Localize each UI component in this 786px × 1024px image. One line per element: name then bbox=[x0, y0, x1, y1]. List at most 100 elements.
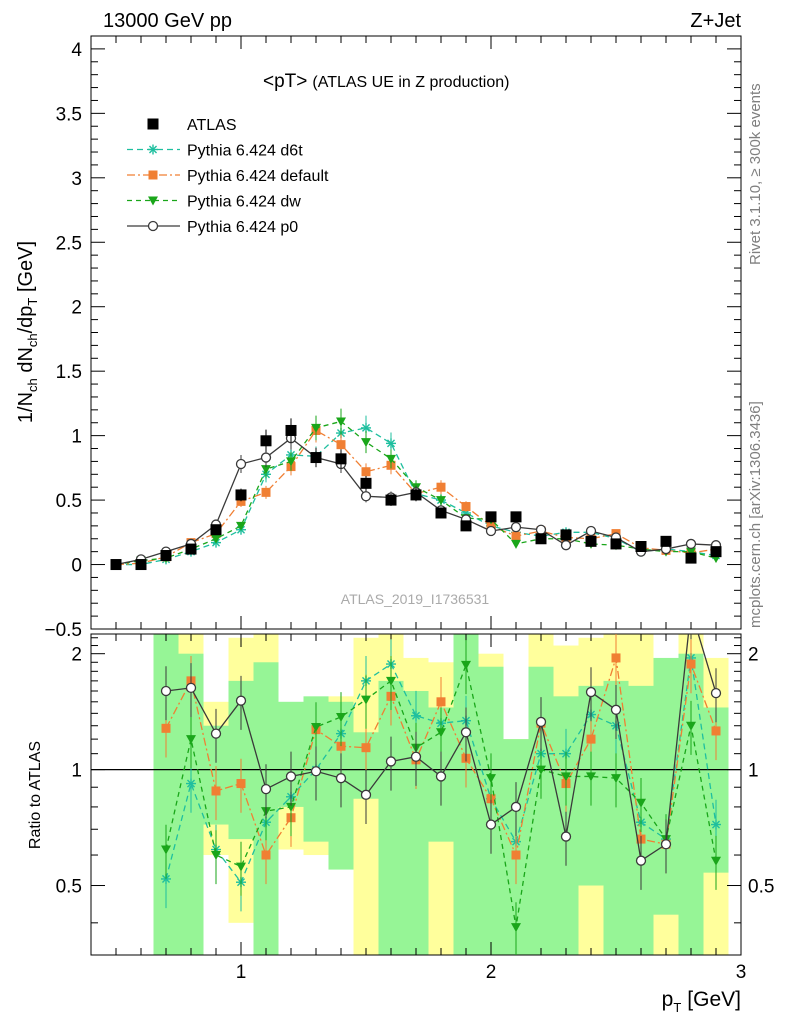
y-tick-label: 4 bbox=[71, 40, 82, 61]
y-tick-label: 3.5 bbox=[56, 104, 82, 125]
data-point bbox=[235, 458, 247, 470]
legend-marker bbox=[147, 220, 159, 232]
data-point bbox=[110, 559, 122, 571]
data-point bbox=[610, 538, 622, 550]
ratio-point bbox=[311, 723, 321, 733]
ratio-point bbox=[285, 771, 297, 782]
ratio-point bbox=[660, 839, 672, 850]
ratio-point bbox=[711, 726, 721, 736]
data-point bbox=[535, 533, 547, 545]
ratio-y-tick-label-right: 1 bbox=[748, 761, 759, 782]
legend-label: Pythia 6.424 p0 bbox=[187, 219, 298, 236]
data-point bbox=[660, 535, 672, 547]
ratio-point bbox=[687, 605, 696, 614]
legend-label: Pythia 6.424 default bbox=[187, 168, 329, 185]
data-point bbox=[236, 496, 246, 506]
ratio-point bbox=[411, 710, 421, 721]
ratio-point bbox=[511, 923, 521, 933]
header-left: 13000 GeV pp bbox=[103, 10, 232, 32]
x-axis-label: pT [GeV] bbox=[662, 988, 741, 1015]
data-point bbox=[185, 543, 197, 555]
data-point bbox=[260, 452, 272, 463]
y-tick-label: −0.5 bbox=[44, 620, 82, 641]
ratio-point bbox=[511, 850, 521, 860]
ratio-y-tick-label: 0.5 bbox=[56, 877, 82, 898]
ratio-band-inner bbox=[653, 657, 679, 915]
y-tick-label: 0 bbox=[71, 556, 82, 577]
ratio-point bbox=[510, 801, 522, 813]
ratio-point bbox=[185, 682, 197, 694]
ratio-point bbox=[611, 653, 621, 663]
legend-marker bbox=[148, 196, 158, 206]
main-series-atlas bbox=[110, 418, 722, 571]
data-point bbox=[585, 525, 597, 537]
data-point bbox=[510, 511, 522, 523]
ratio-point bbox=[410, 751, 422, 762]
legend-entry: Pythia 6.424 d6t bbox=[127, 143, 303, 160]
ratio-point bbox=[335, 773, 347, 784]
data-point bbox=[310, 452, 322, 464]
ratio-point bbox=[635, 855, 647, 866]
data-point bbox=[410, 489, 422, 501]
ratio-point bbox=[486, 774, 496, 784]
ratio-point bbox=[236, 779, 246, 789]
ratio-point bbox=[235, 695, 247, 706]
data-point bbox=[335, 453, 347, 465]
rivet-version-label: Rivet 3.1.10, ≥ 300k events bbox=[747, 83, 764, 265]
x-tick-label: 3 bbox=[736, 962, 747, 983]
legend-label: Pythia 6.424 dw bbox=[187, 194, 301, 211]
data-point bbox=[385, 494, 397, 506]
ratio-point bbox=[711, 856, 721, 866]
data-point bbox=[435, 507, 447, 519]
ratio-point bbox=[236, 862, 246, 872]
ratio-point bbox=[435, 771, 447, 782]
data-point bbox=[461, 502, 471, 512]
chart-subtitle: (ATLAS UE in Z production) bbox=[312, 74, 509, 91]
ratio-point bbox=[261, 850, 271, 860]
legend-entry: Pythia 6.424 default bbox=[127, 168, 329, 185]
data-point bbox=[261, 487, 271, 497]
ratio-band-inner bbox=[678, 653, 704, 955]
ratio-point bbox=[186, 735, 196, 745]
x-tick-label: 1 bbox=[236, 962, 247, 983]
ratio-line bbox=[165, 662, 717, 928]
data-point bbox=[261, 465, 271, 475]
ratio-point bbox=[585, 686, 597, 698]
ratio-point bbox=[710, 687, 722, 699]
ratio-point bbox=[336, 712, 346, 722]
ratio-series-layer bbox=[160, 605, 722, 955]
data-point bbox=[235, 489, 247, 501]
legend-label: Pythia 6.424 d6t bbox=[187, 143, 303, 160]
data-point bbox=[485, 525, 497, 537]
chart-title: <pT> (ATLAS UE in Z production) bbox=[263, 71, 509, 92]
ratio-point bbox=[711, 819, 721, 830]
y-tick-label: 1.5 bbox=[56, 362, 82, 383]
ratio-point bbox=[286, 802, 296, 812]
ratio-point bbox=[186, 778, 196, 789]
ratio-point bbox=[636, 798, 646, 808]
data-point bbox=[210, 524, 222, 536]
data-point bbox=[485, 511, 497, 523]
data-point bbox=[286, 457, 296, 467]
ratio-point bbox=[461, 660, 471, 670]
source-label: mcplots.cern.ch [arXiv:1306.3436] bbox=[747, 401, 764, 628]
data-point bbox=[386, 454, 396, 464]
ratio-point bbox=[686, 721, 696, 731]
data-point bbox=[510, 522, 522, 533]
ratio-point bbox=[210, 728, 222, 739]
ratio-point bbox=[386, 676, 396, 686]
chart-title-main: <pT> bbox=[263, 71, 307, 92]
legend-label: ATLAS bbox=[187, 117, 237, 134]
ratio-point bbox=[561, 772, 571, 782]
data-point bbox=[560, 529, 572, 541]
data-point bbox=[361, 467, 371, 477]
ratio-point bbox=[360, 789, 372, 800]
header-right: Z+Jet bbox=[690, 10, 741, 32]
ratio-series-pythia-6-424-p0 bbox=[160, 605, 722, 890]
data-point bbox=[511, 539, 521, 549]
data-point bbox=[236, 521, 246, 531]
ratio-point bbox=[686, 659, 696, 669]
legend-marker bbox=[148, 144, 158, 155]
data-point bbox=[336, 417, 346, 427]
main-series-layer bbox=[110, 408, 722, 571]
